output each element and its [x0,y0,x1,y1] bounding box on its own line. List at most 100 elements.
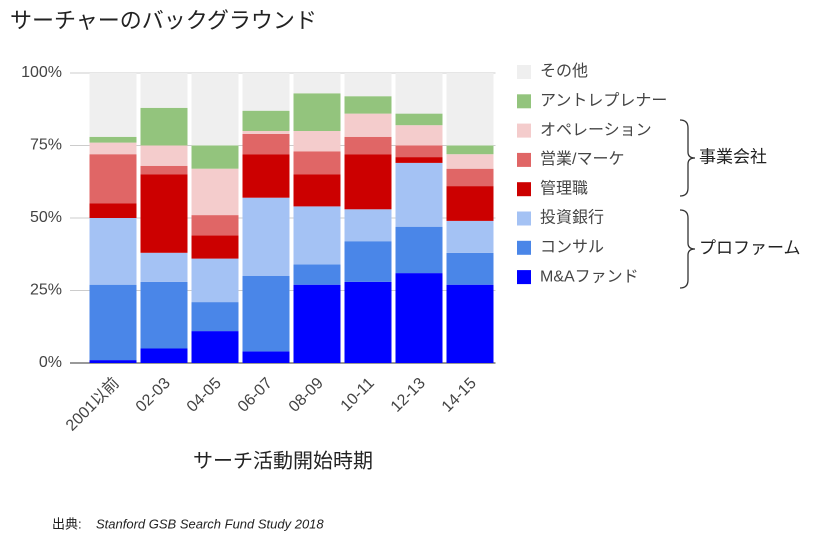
source-prefix: 出典: [52,516,82,531]
bar-segment [293,206,341,265]
x-tick-label: 08-09 [286,375,327,416]
bar-segment [395,73,443,114]
bar-segment [191,258,239,303]
bar-segment [191,302,239,332]
chart-title: サーチャーのバックグラウンド [10,8,317,33]
y-tick-label: 25% [30,282,62,299]
legend-swatch [517,94,531,109]
legend-label: M&Aファンド [540,268,639,285]
bar-segment [344,73,392,97]
bar-segment [293,73,341,94]
bar-segment [446,154,494,169]
bar-segment [140,145,188,166]
bar-segment [242,131,290,134]
legend-swatch [517,240,531,255]
bar-segment [344,241,392,282]
bar-segment [395,145,443,158]
bar-segment [89,136,137,143]
x-tick-label: 06-07 [235,375,276,416]
bar-segment [242,351,290,363]
bar-segment [293,93,341,131]
x-tick-label: 2001以前 [62,374,123,435]
legend-swatch [517,152,531,167]
y-tick-label: 50% [30,209,62,226]
legend-label: 営業/マーケ [540,150,624,168]
bar-segment [89,218,137,285]
source-text: Stanford GSB Search Fund Study 2018 [96,516,324,531]
x-tick-label: 12-13 [388,375,429,416]
bar-segment [446,252,494,285]
x-tick-label: 02-03 [133,375,174,416]
bar-segment [242,73,290,111]
bar-segment [344,96,392,114]
bar-segment [395,113,443,126]
bar-segment [293,264,341,285]
bar-segment [140,73,188,108]
legend-label: 管理職 [540,179,588,197]
bar-segment [395,162,443,227]
legend-label: コンサル [540,239,604,256]
bar-segment [242,110,290,131]
bar-segment [293,151,341,175]
bar-segment [140,252,188,282]
legend-swatch [517,123,531,138]
y-tick-label: 100% [21,64,62,81]
bar-segment [89,360,137,363]
group-bracket [679,119,696,197]
legend-swatch [517,211,531,226]
legend-swatch [517,65,531,79]
x-axis-title: サーチ活動開始時期 [193,449,373,472]
y-tick-label: 75% [30,137,62,154]
bar-segment [293,131,341,152]
bar-segment [89,142,137,155]
bar-segment [140,348,188,363]
bar-segment [191,235,239,259]
group-label: 事業会社 [699,147,767,166]
bar-segment [89,284,137,361]
x-tick-label: 14-15 [439,375,480,416]
group-bracket [679,209,696,289]
bar-segment [242,197,290,276]
bar-segment [293,174,341,207]
bar-segment [344,113,392,137]
bar-segment [191,73,239,146]
bar-segment [446,220,494,253]
bar-segment [140,174,188,253]
bar-segment [344,136,392,155]
bar-segment [446,186,494,221]
bar-segment [293,284,341,363]
bar-segment [446,168,494,187]
bar-segment [242,133,290,155]
bar-segment [191,331,239,363]
x-tick-label: 04-05 [184,375,225,416]
legend-swatch [517,182,531,197]
y-tick-label: 0% [39,354,62,371]
bar-segment [191,145,239,169]
legend-label: オペレーション [540,122,652,139]
bar-segment [344,154,392,210]
bar-segment [140,165,188,175]
bar-segment [344,209,392,242]
bar-segment [395,273,443,363]
bar-segment [344,281,392,363]
bar-segment [89,154,137,204]
bar-segment [446,73,494,146]
bar-segment [140,281,188,349]
legend-label: その他 [540,62,588,80]
bar-segment [242,154,290,198]
bar-segment [446,145,494,155]
bar-segment [242,276,290,352]
legend-label: アントレプレナー [540,92,667,110]
bar-segment [191,168,239,216]
bar-segment [395,226,443,274]
x-tick-label: 10-11 [338,375,378,415]
group-label: プロファーム [699,238,801,257]
bar-segment [89,203,137,218]
bar-segment [395,157,443,163]
legend-label: 投資銀行 [540,209,604,227]
legend-swatch [517,270,531,285]
bar-segment [446,284,494,363]
bar-segment [89,73,137,137]
bar-segment [395,125,443,146]
